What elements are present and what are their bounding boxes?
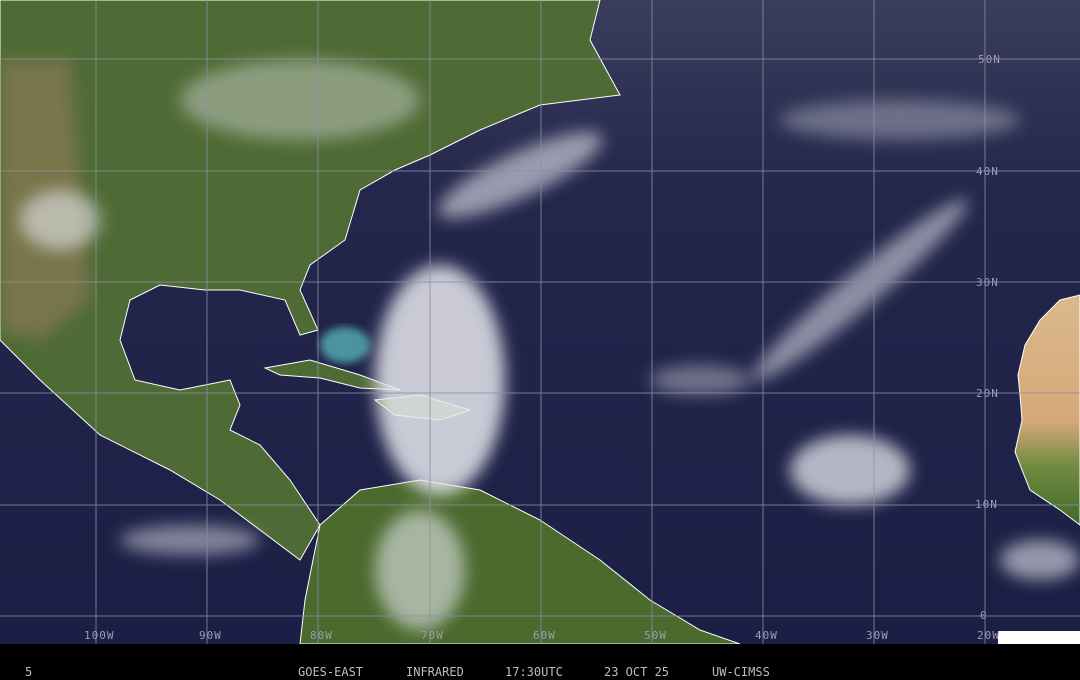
black-band [0,644,1080,680]
land-north-america [0,0,621,561]
source-credit: UW-CIMSS [712,665,770,679]
lat-lon-grid [0,0,1080,662]
lat-label-0: 0 [980,609,988,622]
lat-label-40n: 40N [976,165,999,178]
observation-time: 17:30UTC [505,665,563,679]
lon-label-100w: 100W [84,629,115,642]
image-caption-bar: 5 GOES-EAST INFRARED 17:30UTC 23 OCT 25 … [0,662,1080,680]
satellite-name: GOES-EAST [298,665,364,679]
lon-label-20w: 20W [977,629,1000,642]
frame-number: 5 [25,665,33,679]
lon-label-70w: 70W [421,629,444,642]
lon-label-30w: 30W [866,629,889,642]
lon-label-60w: 60W [533,629,556,642]
channel-name: INFRARED [406,665,464,679]
lat-label-10n: 10N [975,498,998,511]
lon-label-50w: 50W [644,629,667,642]
land-africa [1014,294,1080,526]
lat-label-50n: 50N [978,53,1001,66]
cloud-layer [20,60,1080,630]
lon-label-80w: 80W [310,629,333,642]
observation-date: 23 OCT 25 [604,665,670,679]
lat-label-30n: 30N [976,276,999,289]
lon-label-90w: 90W [199,629,222,642]
no-data-patch [998,631,1080,644]
bahamas-shoals [320,327,370,363]
lon-label-40w: 40W [755,629,778,642]
lat-label-20n: 20N [976,387,999,400]
